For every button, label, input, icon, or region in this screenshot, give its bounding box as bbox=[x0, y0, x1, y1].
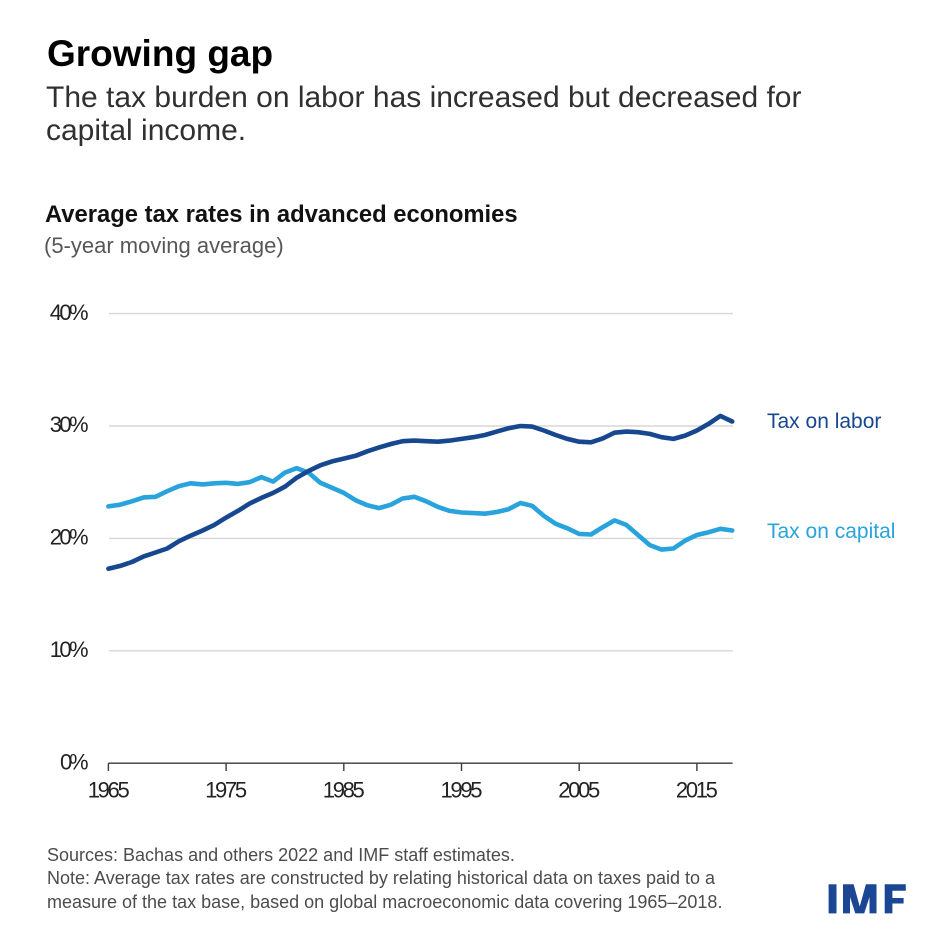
svg-text:1965: 1965 bbox=[88, 777, 130, 802]
svg-text:0%: 0% bbox=[60, 749, 89, 774]
svg-text:10%: 10% bbox=[50, 637, 89, 662]
svg-text:1985: 1985 bbox=[323, 777, 365, 802]
svg-text:2015: 2015 bbox=[676, 777, 718, 802]
svg-text:30%: 30% bbox=[50, 412, 89, 437]
svg-text:Tax on labor: Tax on labor bbox=[767, 410, 881, 433]
svg-text:20%: 20% bbox=[50, 525, 89, 550]
svg-text:40%: 40% bbox=[50, 300, 89, 325]
svg-text:Tax on capital: Tax on capital bbox=[767, 520, 895, 543]
svg-text:1995: 1995 bbox=[441, 777, 483, 802]
svg-text:2005: 2005 bbox=[558, 777, 600, 802]
svg-text:1975: 1975 bbox=[205, 777, 247, 802]
